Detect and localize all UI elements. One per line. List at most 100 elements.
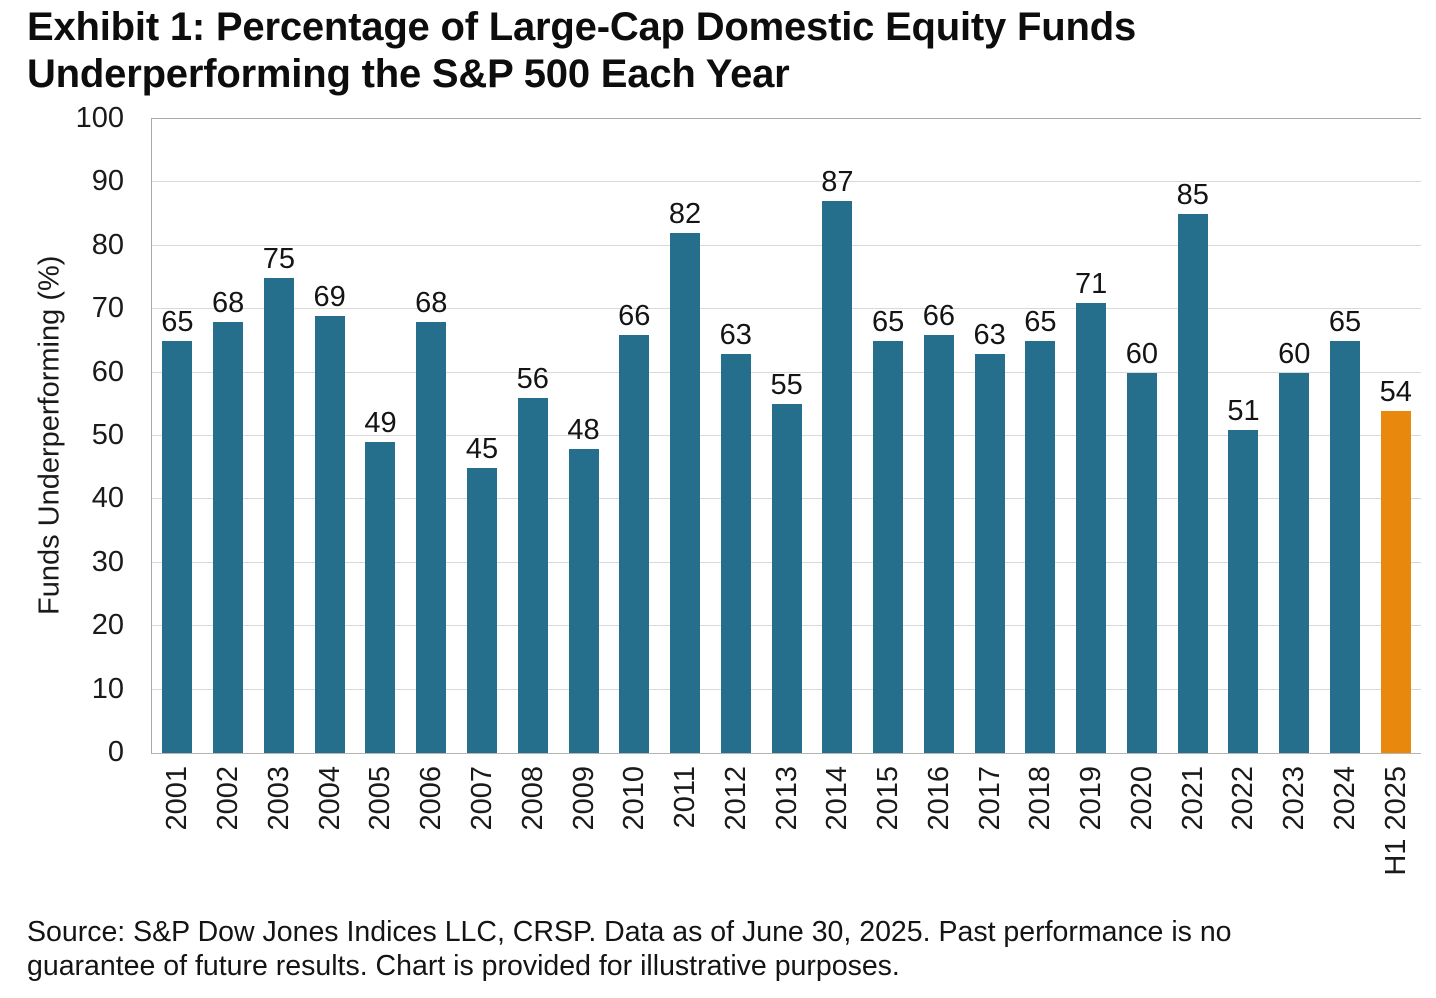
y-tick-label-50: 50 xyxy=(91,419,124,451)
bar-value-label-2010: 66 xyxy=(618,299,651,332)
bars-row: 65 2001 68 2002 75 2003 69 2004 49 2005 68 2006 45 20… xyxy=(152,119,1421,876)
gridline-90 xyxy=(152,181,1421,183)
bar-2004 xyxy=(314,315,345,753)
bar-slot-2021: 85 2021 xyxy=(1167,119,1218,830)
bar-2003 xyxy=(263,277,294,753)
bar-2007 xyxy=(466,467,497,753)
bar-value-label-2003: 75 xyxy=(262,242,296,275)
bar-2022 xyxy=(1228,429,1259,753)
bar-value-label-2002: 68 xyxy=(212,286,245,319)
y-tick-label-20: 20 xyxy=(91,609,124,642)
bar-2009 xyxy=(568,448,599,753)
bar-slot-2020: 60 2020 xyxy=(1117,119,1168,831)
chart-title: Exhibit 1: Percentage of Large-Cap Domes… xyxy=(27,5,1136,96)
bar-2021 xyxy=(1177,214,1208,753)
y-tick-label-30: 30 xyxy=(91,545,124,578)
bar-value-label-2021: 85 xyxy=(1176,179,1209,212)
bar-value-label-2023: 60 xyxy=(1278,337,1311,370)
x-tick-label-2013: 2013 xyxy=(770,766,803,831)
bar-slot-2007: 45 2007 xyxy=(457,119,508,831)
x-tick-label-H1 2025: H1 2025 xyxy=(1379,766,1412,876)
y-tick-label-80: 80 xyxy=(91,228,124,261)
x-tick-label-2005: 2005 xyxy=(364,766,397,831)
x-tick-label-2019: 2019 xyxy=(1075,766,1108,831)
bar-slot-2003: 75 2003 xyxy=(254,119,305,831)
bar-2017 xyxy=(974,353,1005,753)
bar-slot-2016: 66 2016 xyxy=(913,119,964,831)
gridline-60 xyxy=(152,371,1421,373)
bar-slot-2002: 68 2002 xyxy=(203,119,254,831)
bar-slot-2015: 65 2015 xyxy=(863,119,914,831)
bar-slot-2014: 87 2014 xyxy=(812,119,863,830)
bar-2019 xyxy=(1076,302,1107,753)
bar-2014 xyxy=(822,201,853,753)
bar-value-label-2015: 65 xyxy=(871,305,905,338)
x-tick-label-2015: 2015 xyxy=(872,766,905,831)
y-tick-label-60: 60 xyxy=(91,355,124,388)
y-tick-label-90: 90 xyxy=(91,165,124,198)
bar-2005 xyxy=(365,442,396,753)
bar-2018 xyxy=(1025,340,1056,753)
bar-2024 xyxy=(1329,340,1360,753)
x-tick-label-2002: 2002 xyxy=(212,766,245,831)
bar-2010 xyxy=(619,334,650,753)
x-tick-label-2012: 2012 xyxy=(719,766,752,831)
bar-slot-2018: 65 2018 xyxy=(1015,119,1066,831)
bar-value-label-2007: 45 xyxy=(465,432,499,465)
x-tick-label-2006: 2006 xyxy=(415,766,448,831)
x-tick-label-2003: 2003 xyxy=(262,766,295,831)
x-tick-label-2010: 2010 xyxy=(618,766,651,831)
x-tick-label-2009: 2009 xyxy=(567,766,600,831)
bar-value-label-2013: 55 xyxy=(770,369,803,402)
y-tick-label-40: 40 xyxy=(91,482,124,515)
bar-slot-2008: 56 2008 xyxy=(507,119,558,831)
x-tick-label-2023: 2023 xyxy=(1278,766,1311,831)
bar-value-label-2020: 60 xyxy=(1125,337,1159,370)
x-tick-label-2024: 2024 xyxy=(1328,766,1361,831)
source-note: Source: S&P Dow Jones Indices LLC, CRSP.… xyxy=(27,916,1232,982)
bar-slot-2012: 63 2012 xyxy=(710,119,761,831)
bar-value-label-2011: 82 xyxy=(668,198,702,231)
bar-H1 2025 xyxy=(1380,410,1411,753)
x-tick-label-2001: 2001 xyxy=(161,766,194,831)
bar-value-label-2006: 68 xyxy=(415,286,448,319)
bar-2023 xyxy=(1279,372,1310,753)
x-tick-label-2016: 2016 xyxy=(922,766,955,831)
bar-2002 xyxy=(213,321,244,753)
gridline-70 xyxy=(152,308,1421,310)
bar-2006 xyxy=(416,321,447,753)
bar-slot-2023: 60 2023 xyxy=(1269,119,1320,831)
bar-value-label-2001: 65 xyxy=(161,305,194,338)
x-tick-label-2007: 2007 xyxy=(465,766,498,831)
bar-value-label-2005: 49 xyxy=(364,407,397,440)
x-tick-label-2011: 2011 xyxy=(669,766,702,829)
y-tick-label-100: 100 xyxy=(75,102,124,134)
x-tick-label-2020: 2020 xyxy=(1125,766,1158,831)
bar-value-label-2024: 65 xyxy=(1328,305,1362,338)
bar-slot-2004: 69 2004 xyxy=(304,119,355,831)
bar-2013 xyxy=(771,404,802,753)
gridline-80 xyxy=(152,244,1421,246)
y-tick-label-0: 0 xyxy=(107,736,124,768)
bar-value-label-2019: 71 xyxy=(1075,267,1108,300)
bar-slot-2019: 71 2019 xyxy=(1066,119,1117,831)
bar-value-label-2009: 48 xyxy=(567,413,600,446)
x-tick-label-2004: 2004 xyxy=(313,766,346,831)
bar-slot-2024: 65 2024 xyxy=(1320,119,1371,831)
bar-slot-2006: 68 2006 xyxy=(406,119,457,831)
x-tick-label-2008: 2008 xyxy=(516,766,549,831)
bar-slot-2010: 66 2010 xyxy=(609,119,660,831)
y-tick-label-70: 70 xyxy=(91,292,124,325)
bar-slot-H1 2025: 54 H1 2025 xyxy=(1370,119,1421,876)
bar-value-label-2012: 63 xyxy=(719,318,752,351)
bar-value-label-2016: 66 xyxy=(922,299,955,332)
bar-slot-2013: 55 2013 xyxy=(761,119,812,830)
bar-slot-2005: 49 2005 xyxy=(355,119,406,830)
bar-value-label-2004: 69 xyxy=(313,280,346,313)
bar-2015 xyxy=(873,340,904,753)
bar-2008 xyxy=(517,397,548,753)
x-tick-label-2018: 2018 xyxy=(1024,766,1057,831)
bar-value-label-2008: 56 xyxy=(516,362,549,395)
bar-slot-2009: 48 2009 xyxy=(558,119,609,831)
